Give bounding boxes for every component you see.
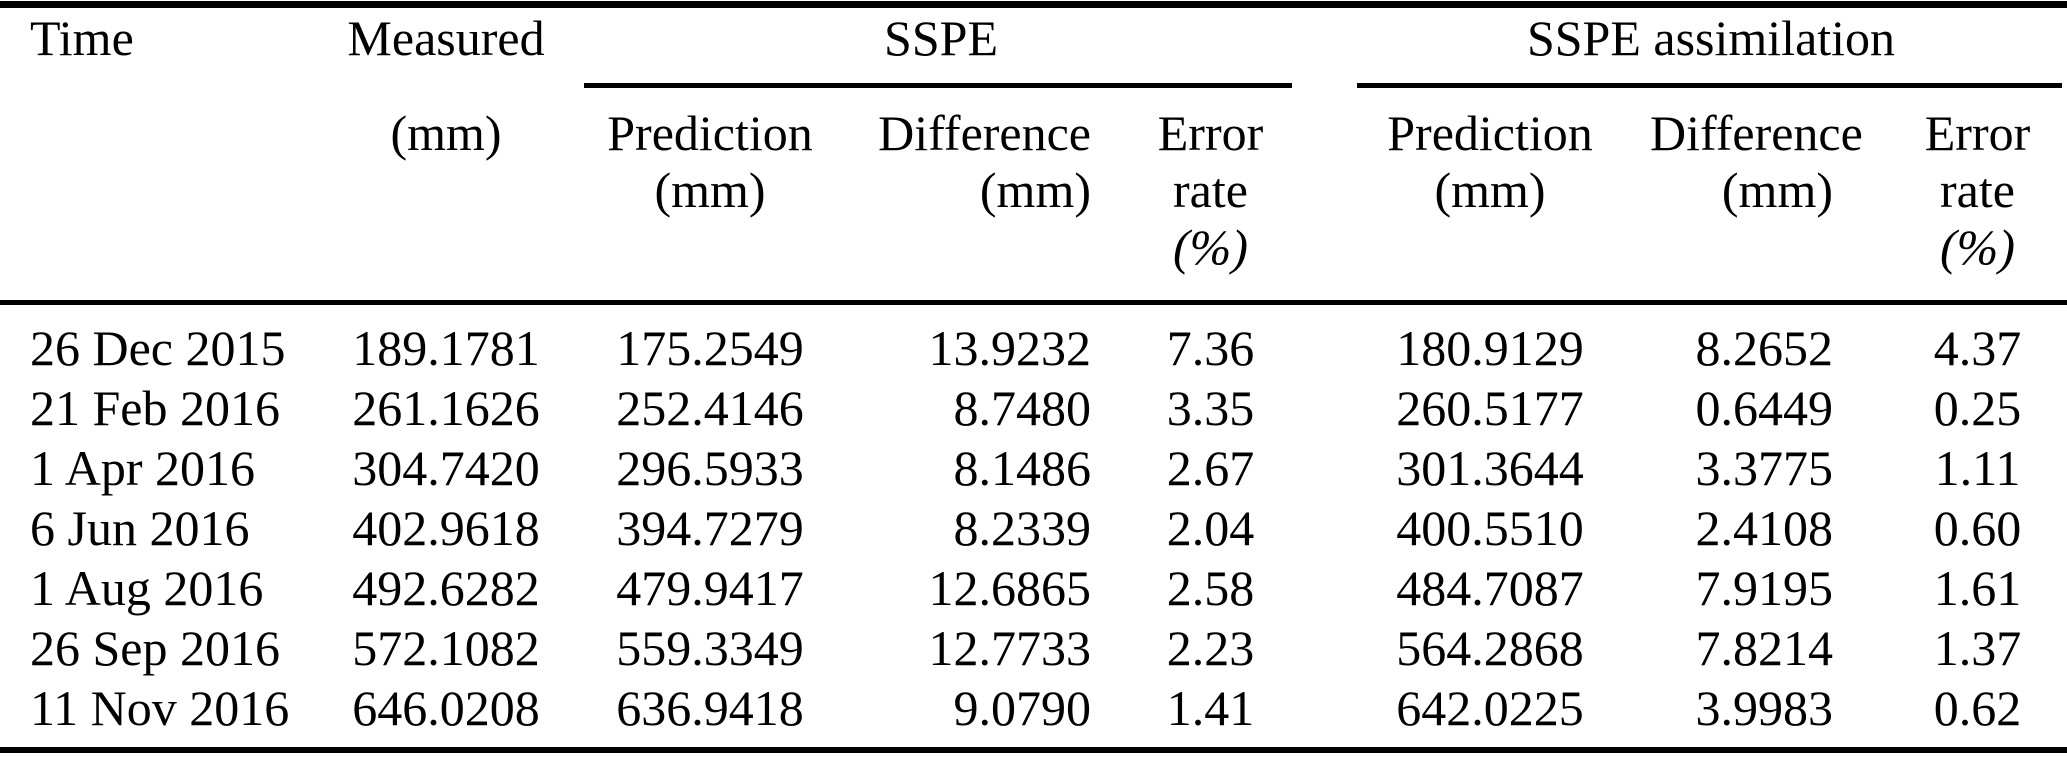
cell-measured: 572.1082	[352, 620, 540, 676]
cell-time: 1 Apr 2016	[30, 440, 255, 496]
error-label: Error	[1157, 105, 1264, 161]
cell-time: 26 Dec 2015	[30, 320, 286, 376]
cell-sspe-error: 3.35	[1166, 380, 1255, 436]
cell-sspe-error: 2.23	[1166, 620, 1255, 676]
cell-assim-prediction: 642.0225	[1396, 680, 1584, 736]
col-header-time-spacer	[0, 105, 340, 276]
cell-assim-prediction: 400.5510	[1396, 500, 1584, 556]
cell-time: 1 Aug 2016	[30, 560, 264, 616]
error-rate-label: rate	[1940, 162, 2015, 218]
cell-sspe-prediction: 636.9418	[616, 680, 804, 736]
cell-assim-error: 1.61	[1933, 560, 2022, 616]
cell-sspe-difference: 9.0790	[953, 680, 1092, 736]
cell-sspe-prediction: 479.9417	[616, 560, 804, 616]
difference-label: Difference	[1650, 105, 1863, 161]
sspe-assimilation-group-rule	[1357, 83, 2062, 88]
cell-assim-difference: 2.4108	[1695, 500, 1834, 556]
prediction-unit-label: (mm)	[1434, 162, 1546, 218]
table-body: 26 Dec 2015 189.1781 175.2549 13.9232 7.…	[0, 318, 2067, 738]
header-row-sub: (mm) Prediction (mm) Difference (mm) Err…	[0, 105, 2067, 276]
top-rule	[0, 1, 2067, 8]
cell-assim-difference: 3.9983	[1695, 680, 1834, 736]
cell-sspe-prediction: 559.3349	[616, 620, 804, 676]
cell-assim-error: 1.37	[1933, 620, 2022, 676]
col-header-assim-prediction: Prediction (mm)	[1330, 105, 1650, 276]
cell-assim-prediction: 301.3644	[1396, 440, 1584, 496]
cell-assim-prediction: 484.7087	[1396, 560, 1584, 616]
col-header-assim-difference: Difference (mm)	[1650, 105, 1863, 276]
cell-assim-prediction: 260.5177	[1396, 380, 1584, 436]
prediction-label: Prediction	[607, 105, 813, 161]
header-body-rule	[0, 300, 2067, 305]
cell-sspe-difference: 8.7480	[953, 380, 1092, 436]
difference-label: Difference	[878, 105, 1091, 161]
cell-assim-error: 1.11	[1934, 440, 2021, 496]
cell-sspe-difference: 8.2339	[953, 500, 1092, 556]
cell-assim-difference: 8.2652	[1695, 320, 1834, 376]
difference-unit-label: (mm)	[979, 162, 1091, 218]
col-header-measured-unit: (mm)	[340, 105, 552, 276]
cell-measured: 261.1626	[352, 380, 540, 436]
col-header-sspe-prediction: Prediction (mm)	[552, 105, 868, 276]
prediction-unit-label: (mm)	[654, 162, 766, 218]
cell-assim-difference: 7.8214	[1695, 620, 1834, 676]
cell-measured: 492.6282	[352, 560, 540, 616]
cell-sspe-difference: 12.6865	[928, 560, 1092, 616]
cell-sspe-prediction: 252.4146	[616, 380, 804, 436]
difference-unit-label: (mm)	[1721, 162, 1833, 218]
prediction-label: Prediction	[1387, 105, 1593, 161]
cell-sspe-difference: 13.9232	[928, 320, 1092, 376]
col-header-sspe-difference: Difference (mm)	[868, 105, 1091, 276]
cell-assim-error: 4.37	[1933, 320, 2022, 376]
error-unit-label: (%)	[1940, 219, 2015, 275]
measured-unit-label: (mm)	[390, 105, 502, 161]
col-header-assim-error: Error rate (%)	[1833, 105, 2067, 276]
cell-time: 21 Feb 2016	[30, 380, 280, 436]
cell-assim-error: 0.62	[1933, 680, 2022, 736]
cell-sspe-prediction: 175.2549	[616, 320, 804, 376]
cell-assim-prediction: 564.2868	[1396, 620, 1584, 676]
error-unit-label: (%)	[1173, 219, 1248, 275]
header-row-top: Time Measured SSPE SSPE assimilation	[0, 12, 2067, 64]
cell-assim-difference: 0.6449	[1695, 380, 1834, 436]
col-header-sspe-error: Error rate (%)	[1091, 105, 1330, 276]
cell-time: 6 Jun 2016	[30, 500, 250, 556]
cell-sspe-error: 2.04	[1166, 500, 1255, 556]
cell-time: 26 Sep 2016	[30, 620, 280, 676]
group-header-sspe-assimilation: SSPE assimilation	[1526, 10, 1896, 66]
cell-assim-difference: 3.3775	[1695, 440, 1834, 496]
cell-measured: 304.7420	[352, 440, 540, 496]
cell-assim-prediction: 180.9129	[1396, 320, 1584, 376]
cell-sspe-error: 7.36	[1166, 320, 1255, 376]
sspe-group-rule	[584, 83, 1292, 88]
cell-measured: 646.0208	[352, 680, 540, 736]
cell-sspe-difference: 8.1486	[953, 440, 1092, 496]
error-rate-label: rate	[1173, 162, 1248, 218]
cell-assim-difference: 7.9195	[1695, 560, 1834, 616]
group-header-sspe: SSPE	[884, 10, 998, 66]
cell-sspe-prediction: 296.5933	[616, 440, 804, 496]
cell-sspe-error: 1.41	[1166, 680, 1255, 736]
col-header-time: Time	[30, 10, 134, 66]
cell-sspe-difference: 12.7733	[928, 620, 1092, 676]
cell-sspe-prediction: 394.7279	[616, 500, 804, 556]
cell-time: 11 Nov 2016	[30, 680, 290, 736]
cell-measured: 189.1781	[352, 320, 540, 376]
cell-sspe-error: 2.58	[1166, 560, 1255, 616]
cell-assim-error: 0.60	[1933, 500, 2022, 556]
error-label: Error	[1924, 105, 2031, 161]
cell-assim-error: 0.25	[1933, 380, 2022, 436]
cell-sspe-error: 2.67	[1166, 440, 1255, 496]
bottom-rule	[0, 747, 2067, 753]
col-header-measured: Measured	[347, 10, 545, 66]
cell-measured: 402.9618	[352, 500, 540, 556]
